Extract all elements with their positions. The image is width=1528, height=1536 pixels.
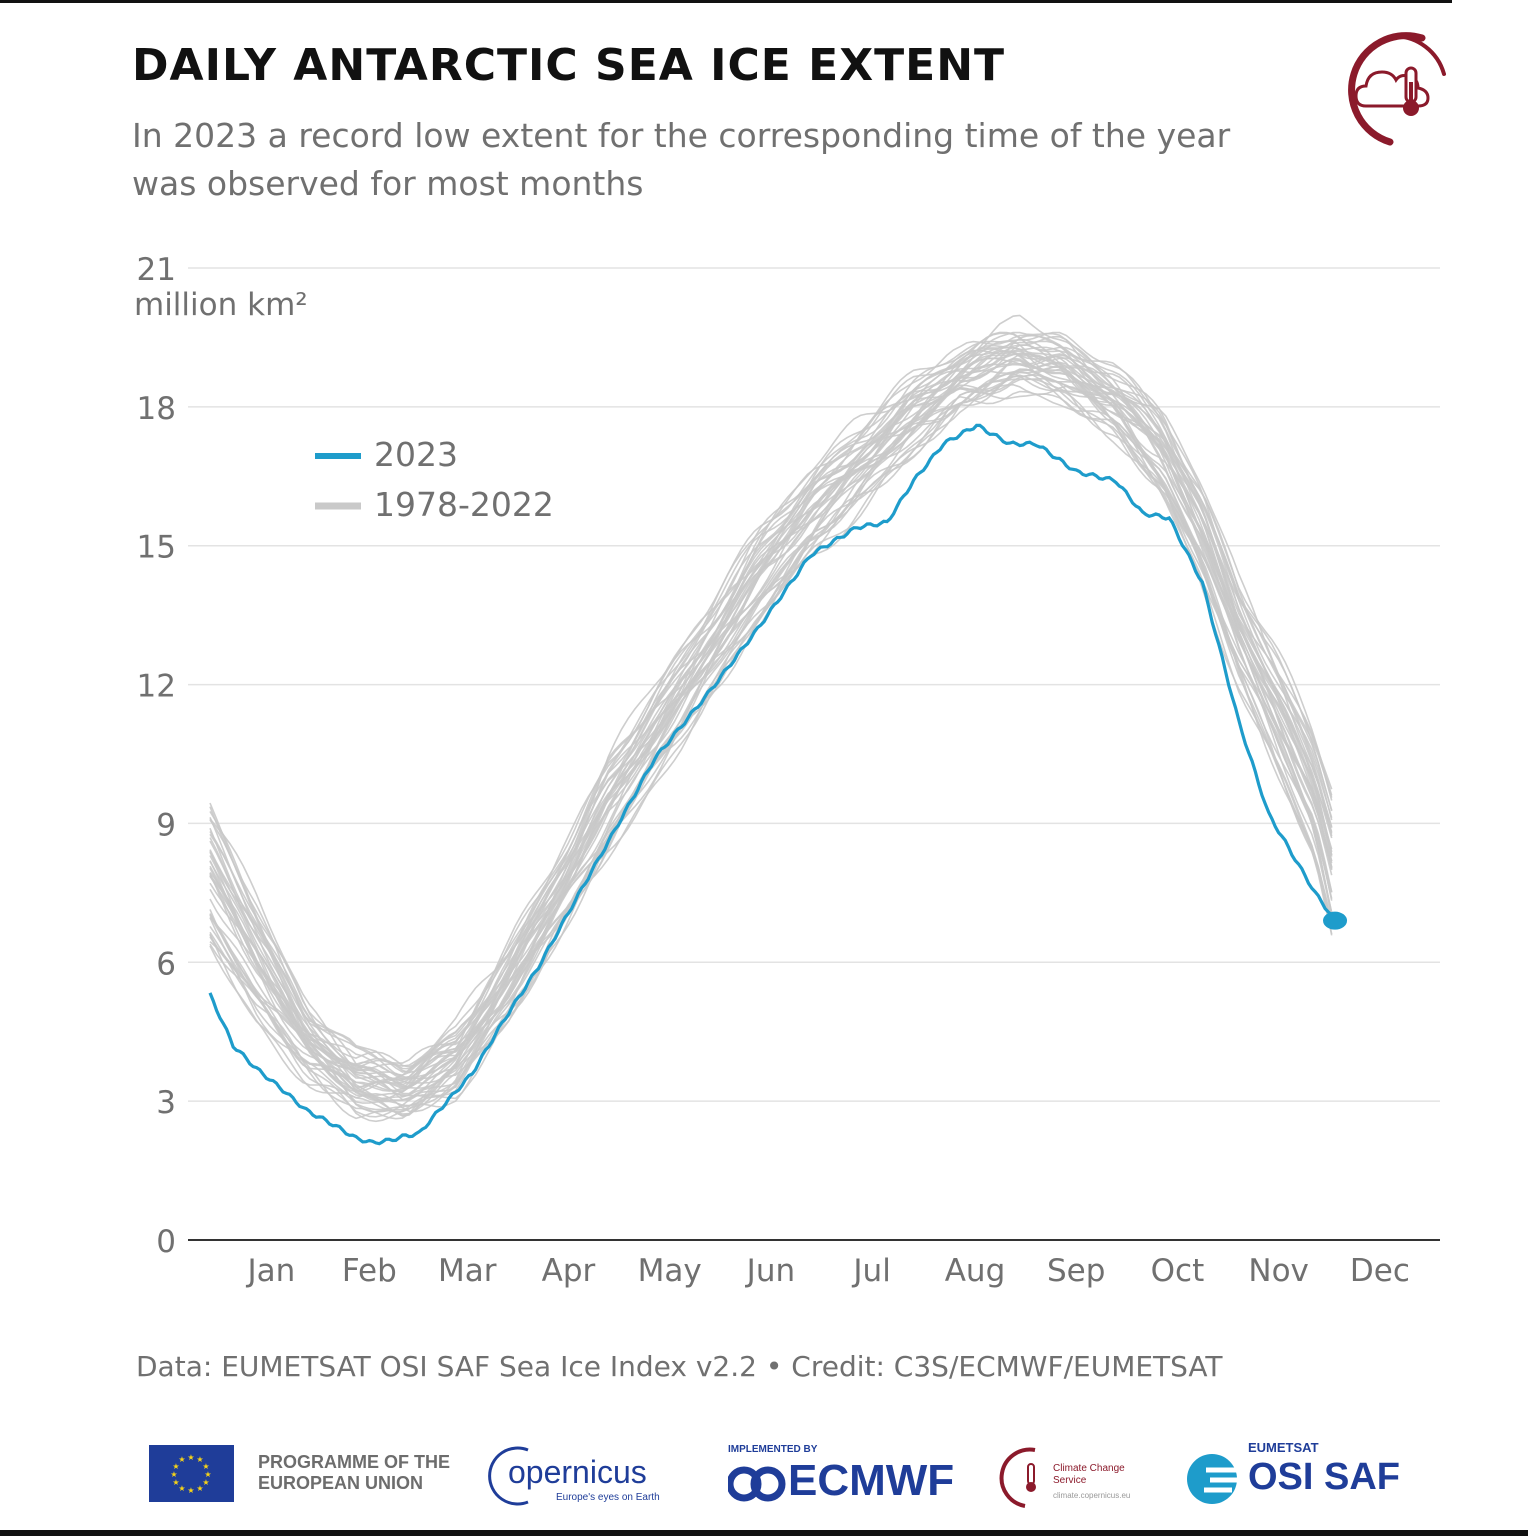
source-credit: Data: EUMETSAT OSI SAF Sea Ice Index v2.… [136, 1350, 1223, 1383]
y-tick-label: 9 [156, 807, 176, 843]
historical-year-line [209, 353, 1333, 1092]
x-tick-label: Oct [1151, 1253, 1205, 1289]
copernicus-tagline: Europe's eyes on Earth [556, 1492, 660, 1503]
historical-year-line [209, 314, 1333, 1071]
svg-text:★: ★ [204, 1470, 211, 1479]
y-tick-label: 6 [156, 946, 176, 982]
y-tick-label: 21 [137, 252, 176, 288]
osisaf-wordmark: OSI SAF [1248, 1456, 1401, 1498]
chart-subtitle: In 2023 a record low extent for the corr… [132, 116, 1231, 203]
historical-year-line [209, 332, 1333, 1068]
copernicus-logo: opernicus Europe's eyes on Earth [488, 1442, 668, 1512]
chart-title: DAILY ANTARCTIC SEA ICE EXTENT [132, 40, 1006, 91]
eumetsat-text: EUMETSAT [1248, 1440, 1319, 1455]
historical-year-line [209, 368, 1333, 1113]
climate-thermometer-logo [1348, 32, 1446, 146]
c3s-name: Climate Change Service [1053, 1463, 1125, 1486]
svg-text:★: ★ [187, 1486, 194, 1495]
bottom-rule [0, 1530, 1528, 1536]
y-axis-unit-label: million km² [134, 287, 308, 323]
osisaf-logo: EUMETSAT OSI SAF [1186, 1438, 1406, 1514]
svg-text:★: ★ [178, 1455, 185, 1464]
ecmwf-logo: IMPLEMENTED BY ECMWF [726, 1442, 966, 1512]
historical-year-line [209, 359, 1333, 1107]
x-tick-label: Jan [246, 1253, 296, 1289]
historical-year-line [209, 340, 1333, 1074]
legend: 2023 1978-2022 [315, 435, 554, 524]
c3s-logo: Climate Change Service climate.copernicu… [995, 1442, 1155, 1512]
endpoint-marker-2023 [1323, 911, 1348, 930]
c3s-url: climate.copernicus.eu [1053, 1491, 1131, 1500]
historical-year-line [209, 365, 1333, 1117]
series-2023 [208, 423, 1348, 1146]
historical-series-lines [209, 314, 1333, 1123]
copernicus-wordmark: opernicus [508, 1454, 647, 1490]
y-tick-label: 15 [137, 530, 176, 566]
historical-year-line [209, 352, 1333, 1092]
svg-text:★: ★ [202, 1478, 209, 1487]
x-tick-label: Jul [851, 1253, 890, 1289]
x-tick-label: Dec [1350, 1253, 1410, 1289]
historical-year-line [209, 366, 1333, 1117]
historical-year-line [209, 371, 1333, 1118]
y-tick-label: 0 [156, 1224, 176, 1260]
x-tick-label: May [638, 1253, 702, 1289]
svg-text:★: ★ [172, 1462, 179, 1471]
programme-eu-text: PROGRAMME OF THE EUROPEAN UNION [258, 1452, 450, 1493]
svg-text:★: ★ [196, 1484, 203, 1493]
y-tick-label: 18 [137, 391, 176, 427]
x-tick-label: Apr [542, 1253, 596, 1289]
y-tick-label: 3 [156, 1085, 176, 1121]
line-2023 [208, 423, 1337, 1146]
x-tick-label: Nov [1248, 1253, 1309, 1289]
svg-text:★: ★ [202, 1462, 209, 1471]
gridlines [188, 267, 1440, 1241]
historical-year-line [209, 331, 1333, 1086]
x-tick-label: Feb [342, 1253, 397, 1289]
svg-text:★: ★ [172, 1478, 179, 1487]
svg-text:★: ★ [178, 1484, 185, 1493]
historical-year-line [209, 344, 1333, 1102]
eu-flag-icon: ★ ★ ★ ★ ★ ★ ★ ★ ★ ★ ★ ★ [149, 1445, 234, 1502]
ecmwf-wordmark: ECMWF [788, 1456, 955, 1505]
svg-text:★: ★ [196, 1455, 203, 1464]
svg-text:★: ★ [170, 1470, 177, 1479]
x-tick-label: Mar [438, 1253, 497, 1289]
y-tick-label: 12 [137, 669, 176, 705]
svg-text:★: ★ [187, 1453, 194, 1462]
historical-year-line [209, 331, 1333, 1070]
x-tick-label: Aug [945, 1253, 1006, 1289]
legend-label-2023: 2023 [374, 435, 458, 474]
x-tick-label: Jun [745, 1253, 795, 1289]
top-rule [0, 0, 1452, 3]
x-tick-label: Sep [1047, 1253, 1105, 1289]
legend-label-historical: 1978-2022 [374, 485, 554, 524]
implemented-by-text: IMPLEMENTED BY [728, 1444, 818, 1455]
logo-strip: ★ ★ ★ ★ ★ ★ ★ ★ ★ ★ ★ ★ PROGRAMME OF THE EUROPEAN… [0, 1430, 1528, 1520]
